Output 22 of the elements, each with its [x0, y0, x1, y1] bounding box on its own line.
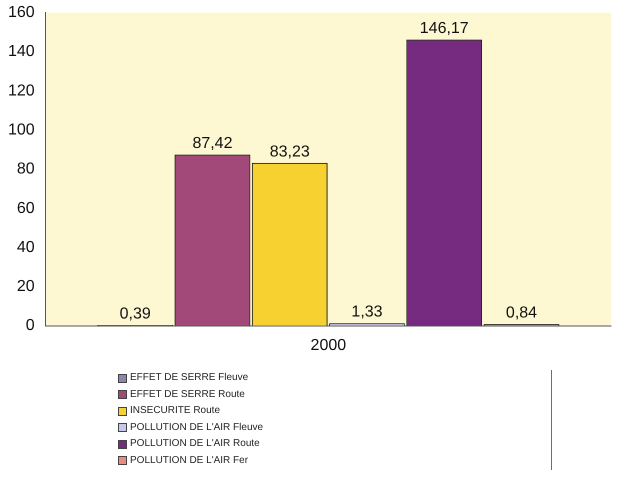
y-tick-label: 40 — [16, 238, 35, 256]
legend-label: EFFET DE SERRE Route — [130, 388, 245, 402]
data-label: 83,23 — [270, 143, 310, 160]
legend-label: INSECURITE Route — [130, 404, 220, 418]
legend-label: POLLUTION DE L'AIR Fleuve — [130, 420, 264, 434]
data-label: 0,39 — [120, 305, 151, 322]
legend-label: POLLUTION DE L'AIR Fer — [130, 454, 248, 468]
y-tick-label: 0 — [26, 317, 35, 334]
y-tick-label: 120 — [8, 82, 35, 100]
legend-label: POLLUTION DE L'AIR Route — [130, 437, 260, 451]
data-label: 1,33 — [351, 304, 383, 321]
y-tick-label: 160 — [8, 4, 35, 22]
y-tick-label: 60 — [16, 200, 35, 217]
x-tick-label: 2000 — [310, 336, 346, 354]
legend-label: EFFET DE SERRE Fleuve — [130, 371, 248, 385]
y-tick-label: 100 — [8, 121, 35, 138]
y-tick-label: 80 — [16, 160, 35, 178]
y-tick-label: 140 — [8, 43, 35, 60]
data-label: 87,42 — [192, 135, 233, 152]
data-label: 0,84 — [506, 304, 538, 322]
y-tick-label: 20 — [16, 278, 35, 296]
data-label: 146,17 — [420, 20, 469, 38]
